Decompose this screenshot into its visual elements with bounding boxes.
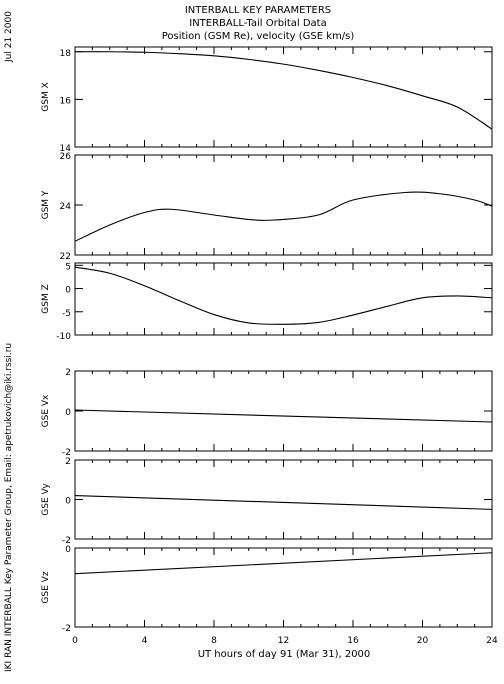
side-credit: IKI RAN INTERBALL Key Parameter Group, E… bbox=[4, 343, 14, 672]
y-tick-label: 0 bbox=[65, 286, 71, 296]
y-axis-label: GSM Z bbox=[41, 284, 51, 313]
y-tick-label: 2 bbox=[65, 457, 71, 467]
panel-gse-vy: -2 0 2 GSE Vy bbox=[41, 457, 493, 546]
y-tick-label: -10 bbox=[56, 332, 71, 342]
x-axis-label: UT hours of day 91 (Mar 31), 2000 bbox=[198, 649, 371, 660]
panel-gsm-z: -10 -5 0 5 GSM Z bbox=[41, 262, 493, 342]
x-tick-label: 16 bbox=[347, 636, 359, 646]
y-tick-label: -2 bbox=[62, 624, 71, 634]
x-tick-label: 20 bbox=[417, 636, 429, 646]
series-line bbox=[74, 51, 493, 130]
y-tick-label: -2 bbox=[62, 536, 71, 546]
header-units: Position (GSM Re), velocity (GSE km/s) bbox=[162, 31, 355, 42]
series-line bbox=[74, 495, 493, 510]
y-tick-label: 18 bbox=[60, 49, 72, 59]
y-axis-label: GSE Vx bbox=[41, 394, 51, 427]
y-tick-label: 0 bbox=[65, 545, 71, 555]
y-axis-label: GSM Y bbox=[41, 190, 51, 219]
panel-gse-vx: -2 0 2 GSE Vx bbox=[41, 368, 493, 458]
x-tick-labels: 0 4 8 12 16 20 24 bbox=[72, 636, 498, 646]
y-tick-label: 26 bbox=[60, 152, 72, 162]
series-line bbox=[74, 191, 493, 242]
side-date: Jul 21 2000 bbox=[4, 11, 14, 63]
header-subtitle: INTERBALL-Tail Orbital Data bbox=[189, 18, 326, 29]
x-tick-label: 24 bbox=[486, 636, 498, 646]
panel-frame bbox=[74, 547, 493, 628]
y-tick-label: 14 bbox=[60, 144, 72, 154]
y-axis-label: GSM X bbox=[41, 82, 51, 111]
panel-gsm-x: 14 16 18 GSM X bbox=[41, 46, 493, 154]
series-line bbox=[74, 409, 493, 423]
series-line bbox=[74, 552, 493, 575]
x-tick-label: 12 bbox=[278, 636, 289, 646]
y-tick-label: 22 bbox=[60, 252, 71, 262]
panel-frame bbox=[74, 154, 493, 256]
y-tick-label: -2 bbox=[62, 448, 71, 458]
y-tick-label: -5 bbox=[62, 309, 71, 319]
panel-gse-vz: -2 0 GSE Vz bbox=[41, 545, 493, 634]
y-axis-label: GSE Vz bbox=[41, 571, 51, 603]
panel-frame bbox=[74, 46, 493, 148]
y-tick-label: 0 bbox=[65, 497, 71, 507]
series-line bbox=[74, 266, 493, 325]
panel-frame bbox=[74, 370, 493, 452]
y-tick-label: 0 bbox=[65, 408, 71, 418]
x-tick-label: 8 bbox=[211, 636, 217, 646]
y-tick-label: 24 bbox=[60, 202, 72, 212]
y-tick-label: 5 bbox=[65, 262, 71, 272]
y-axis-label: GSE Vy bbox=[41, 483, 51, 516]
header-title: INTERBALL KEY PARAMETERS bbox=[185, 5, 331, 16]
x-tick-label: 4 bbox=[142, 636, 148, 646]
y-tick-label: 16 bbox=[60, 96, 72, 106]
panel-frame bbox=[74, 459, 493, 540]
panel-gsm-y: 22 24 26 GSM Y bbox=[41, 152, 493, 262]
y-tick-label: 2 bbox=[65, 368, 71, 378]
x-tick-label: 0 bbox=[72, 636, 78, 646]
